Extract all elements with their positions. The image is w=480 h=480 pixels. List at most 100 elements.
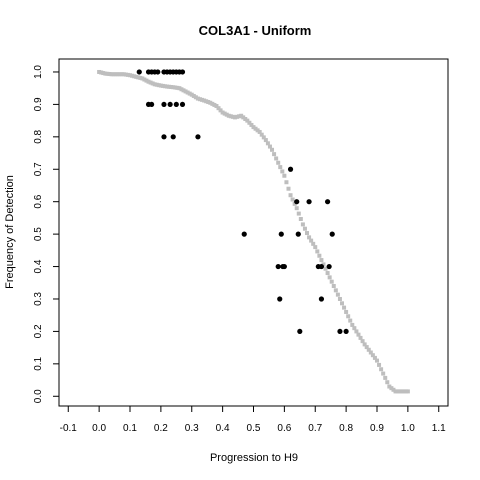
series-0-point	[195, 96, 200, 101]
series-0-point	[160, 83, 165, 88]
series-0-point	[263, 138, 268, 143]
series-1-point	[326, 263, 332, 270]
series-0-point	[191, 93, 196, 98]
series-1-point	[294, 199, 300, 205]
series-0-point	[251, 125, 256, 130]
series-0-point	[101, 71, 106, 76]
series-0-point	[399, 389, 404, 394]
series-0-point	[340, 301, 345, 306]
series-0-point	[358, 335, 363, 340]
series-1-point	[179, 69, 186, 75]
series-0-point	[206, 100, 211, 105]
series-0-point	[261, 135, 266, 140]
series-0-point	[348, 318, 353, 323]
series-0-point	[140, 76, 145, 81]
series-1-point	[136, 69, 142, 75]
series-1-point	[318, 263, 325, 270]
series-0-point	[121, 72, 126, 77]
series-0-point	[115, 72, 120, 77]
series-0-point	[331, 284, 336, 289]
series-0-point	[391, 387, 396, 392]
series-0-point	[397, 389, 402, 394]
series-0-point	[307, 235, 312, 240]
series-0-point	[204, 99, 209, 104]
series-0-point	[132, 74, 137, 79]
series-0-point	[352, 326, 357, 331]
x-tick-label: 0.4	[216, 423, 230, 434]
series-0-point	[249, 122, 254, 127]
series-0-point	[335, 292, 340, 297]
series-0-point	[193, 95, 198, 100]
series-0-point	[197, 97, 202, 102]
series-0-point	[241, 115, 246, 120]
series-0-point	[226, 113, 231, 118]
series-0-point	[300, 222, 305, 227]
series-0-point	[113, 72, 118, 77]
x-tick-label: -0.1	[60, 423, 78, 434]
series-1-point	[295, 231, 301, 237]
series-0-point	[125, 72, 130, 77]
series-0-point	[296, 211, 301, 216]
series-1-point	[149, 101, 155, 108]
series-0-point	[152, 82, 157, 87]
y-tick-label: 0.7	[33, 162, 44, 176]
x-tick-label: 0.0	[92, 423, 106, 434]
series-0-point	[103, 71, 108, 76]
series-0-point	[321, 262, 326, 267]
y-axis-label: Frequency of Detection	[4, 175, 16, 289]
series-0-point	[109, 72, 114, 77]
series-1-point	[329, 231, 335, 237]
series-0-point	[134, 74, 139, 79]
series-1-point	[179, 101, 186, 108]
series-0-point	[189, 92, 194, 97]
series-0-point	[142, 77, 147, 82]
series-1-point	[324, 199, 331, 205]
series-0-point	[327, 275, 332, 280]
x-tick-label: 0.2	[154, 423, 168, 434]
series-0-point	[372, 355, 377, 360]
x-axis-label: Progression to H9	[210, 452, 298, 464]
series-0-point	[389, 386, 394, 391]
y-tick-label: 0.6	[33, 194, 44, 208]
series-0-point	[270, 147, 275, 152]
series-0-point	[325, 271, 330, 276]
series-0-point	[313, 245, 318, 250]
series-0-point	[214, 104, 219, 109]
series-0-point	[309, 238, 314, 243]
y-tick-label: 0.9	[33, 97, 44, 111]
series-0-point	[220, 110, 225, 115]
series-0-point	[253, 126, 258, 131]
series-0-point	[187, 91, 192, 96]
series-0-point	[171, 85, 176, 90]
y-tick-label: 0.8	[33, 129, 44, 143]
series-0-point	[333, 288, 338, 293]
series-0-point	[274, 156, 279, 161]
series-0-point	[282, 173, 287, 178]
series-1-point	[167, 101, 173, 108]
series-0-point	[119, 72, 124, 77]
series-0-point	[167, 84, 172, 89]
series-0-point	[232, 115, 237, 120]
series-1-point	[337, 328, 343, 335]
series-0-point	[237, 114, 242, 119]
series-0-point	[200, 97, 205, 102]
series-0-point	[298, 216, 303, 221]
x-tick-label: 0.6	[277, 423, 291, 434]
series-0-point	[329, 279, 334, 284]
x-tick-label: 1.0	[401, 423, 415, 434]
series-0-point	[356, 332, 361, 337]
series-0-point	[169, 84, 174, 89]
series-0-point	[154, 82, 159, 87]
series-0-point	[245, 118, 250, 123]
series-0-point	[228, 114, 233, 119]
series-0-point	[305, 231, 310, 236]
series-0-point	[360, 339, 365, 344]
series-0-point	[267, 144, 272, 149]
series-0-point	[337, 296, 342, 301]
series-0-point	[342, 305, 347, 310]
series-1-point	[306, 199, 312, 205]
series-0-point	[319, 258, 324, 263]
series-0-point	[379, 367, 384, 372]
series-0-point	[158, 83, 163, 88]
